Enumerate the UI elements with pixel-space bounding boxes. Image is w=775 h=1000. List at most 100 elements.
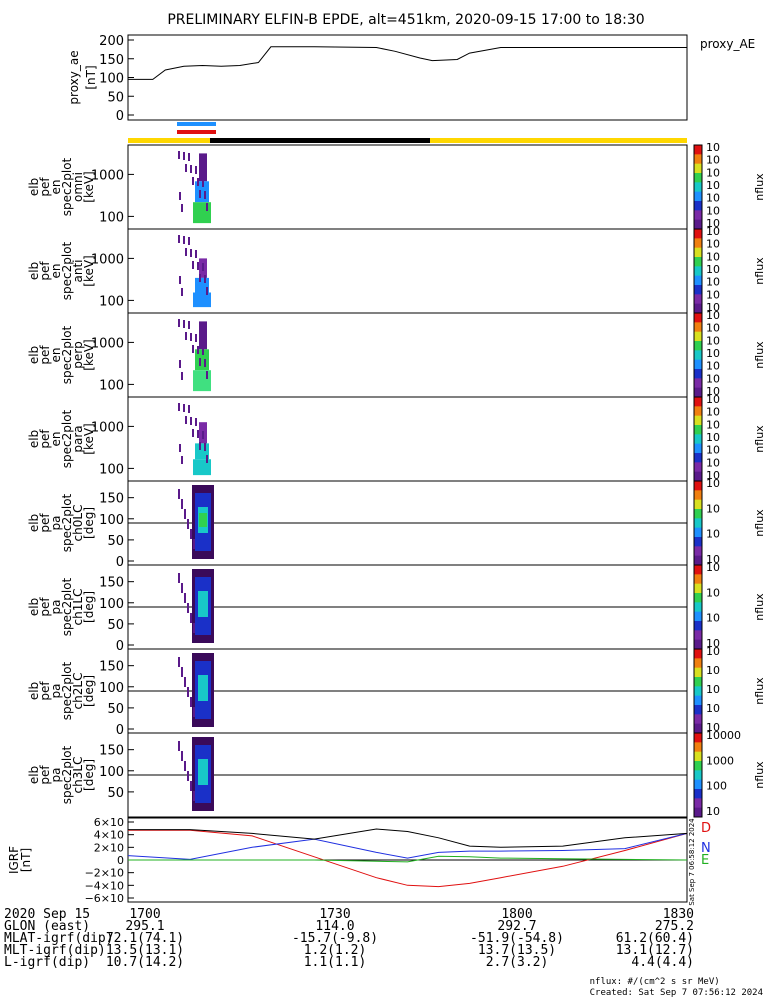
panel-frame — [127, 144, 688, 230]
colorbar-segment — [694, 807, 702, 818]
colorbar-label: nflux — [753, 761, 766, 789]
panel-ylabel-line: [keV] — [82, 255, 96, 286]
panel-ylabel-line: spec2plot — [60, 493, 74, 552]
spectrogram-panel-omni: elbpefenspec2plotomni[keV]10001001071061… — [27, 141, 766, 230]
emission-speckle — [181, 667, 183, 677]
ephemeris-value: 13.5(13.1) — [105, 943, 185, 958]
ae-legend-label: proxy_AE — [700, 37, 755, 51]
colorbar-tick: 104 — [706, 612, 720, 625]
colorbar-segment — [694, 285, 702, 295]
colorbar-tick: 104 — [706, 683, 720, 696]
igrf-ytick-label: 0 — [117, 854, 124, 867]
emission-speckle — [206, 203, 208, 211]
emission-speckle — [179, 444, 181, 452]
colorbar-tick: 103 — [706, 444, 720, 457]
colorbar-segment — [694, 406, 702, 417]
ytick-label: 0 — [116, 639, 124, 654]
colorbar-segment — [694, 443, 702, 454]
igrf-line-d — [128, 829, 688, 888]
colorbar-tick: 103 — [706, 360, 720, 373]
emission-speckle — [178, 235, 180, 243]
emission-speckle — [178, 489, 180, 499]
panel-ylabel-line: omni — [71, 172, 85, 202]
elfin-summary-plot: PRELIMINARY ELFIN-B EPDE, alt=451km, 202… — [7, 12, 766, 906]
ephemeris-label: 2020 Sep 15 — [4, 907, 91, 922]
colorbar-tick: 105 — [706, 528, 720, 541]
colorbar-tick: 105 — [706, 334, 720, 347]
ephemeris-row: GLON (east) 295.1 114.0 292.7 275.2 — [0, 919, 775, 934]
panel-ylabel-line: [keV] — [82, 423, 96, 454]
ytick-label: 0 — [116, 555, 124, 570]
ephemeris-value: -15.7(-9.8) — [291, 931, 379, 946]
colorbar-segment — [694, 649, 702, 659]
emission-speckle — [204, 191, 206, 199]
ytick-label: 100 — [99, 765, 124, 780]
panel-ylabel-line: spec2plot — [60, 745, 74, 804]
emission-speckle — [188, 405, 190, 413]
colorbar-segment — [694, 257, 702, 267]
ae-ytick-label: 200 — [99, 34, 124, 49]
colorbar-segment — [694, 191, 702, 202]
colorbar-segment — [694, 733, 702, 743]
ephemeris-row: L-igrf(dip) 10.7(14.2) 1.1(1.1) 2.7(3.2) 4.4… — [0, 956, 775, 969]
colorbar-segment — [694, 313, 702, 323]
emission-speckle — [204, 443, 206, 451]
emission-speckle — [202, 431, 204, 439]
colorbar-tick: 104 — [706, 431, 720, 444]
ytick-label: 100 — [99, 597, 124, 612]
units-note: nflux: #/(cm^2 s sr MeV) — [589, 977, 720, 987]
colorbar-segment — [694, 761, 702, 771]
panel-ylabel-line: spec2plot — [60, 577, 74, 636]
igrf-line-n — [127, 832, 688, 860]
panel-ylabel-line: pef — [38, 681, 52, 701]
emission-speckle — [179, 192, 181, 200]
ephemeris-row: 2020 Sep 15 1700 1730 1800 1830 — [0, 907, 775, 922]
colorbar-tick: 107 — [706, 477, 720, 490]
emission-speckle — [181, 499, 183, 509]
colorbar-tick: 105 — [706, 250, 720, 263]
colorbar-segment — [694, 359, 702, 370]
emission-core — [198, 591, 208, 617]
panel-ylabel-line: ch0LC — [71, 505, 85, 542]
ephemeris-value: 275.2 — [654, 919, 694, 934]
emission-speckle — [193, 791, 195, 801]
emission-speckle — [187, 519, 189, 529]
colorbar-segment — [694, 499, 702, 510]
emission-speckle — [193, 707, 195, 717]
emission-speckle — [190, 165, 192, 173]
colorbar-tick: 105 — [706, 664, 720, 677]
colorbar-segment — [694, 593, 702, 603]
colorbar-tick: 103 — [706, 276, 720, 289]
emission-speckle — [190, 249, 192, 257]
emission-speckle — [181, 204, 183, 212]
panel-ylabel-line: [deg] — [82, 675, 96, 707]
colorbar-segment — [694, 453, 702, 463]
colorbar-frame — [693, 732, 703, 818]
emission-speckle — [178, 573, 180, 583]
colorbar-segment — [694, 621, 702, 631]
colorbar-segment — [694, 275, 702, 286]
colorbar-segment — [694, 481, 702, 491]
ytick-label: 100 — [99, 378, 124, 393]
ephemeris-value: -51.9(-54.8) — [470, 931, 564, 946]
emission-speckle — [179, 276, 181, 284]
panel-ylabel-line: elb — [27, 682, 41, 700]
emission-speckle — [178, 403, 180, 411]
colorbar-segment — [694, 770, 702, 781]
emission-speckle — [187, 687, 189, 697]
emission-speckle — [184, 761, 186, 771]
emission-speckle — [193, 539, 195, 549]
colorbar-tick: 103 — [706, 637, 720, 650]
colorbar-segment — [694, 322, 702, 333]
panel-ylabel-line: pef — [38, 345, 52, 365]
colorbar-tick: 102 — [706, 456, 720, 469]
panel-ylabel-line: spec2plot — [60, 157, 74, 216]
panel-ylabel-line: elb — [27, 430, 41, 448]
emission-speckle — [193, 623, 195, 633]
emission-speckle — [199, 274, 201, 282]
panel-frame — [127, 228, 688, 314]
emission-speckle — [199, 190, 201, 198]
igrf-ylabel-2: [nT] — [19, 848, 33, 872]
ephemeris-value: 13.7(13.5) — [477, 943, 557, 958]
panel-ylabel-line: pef — [38, 513, 52, 533]
